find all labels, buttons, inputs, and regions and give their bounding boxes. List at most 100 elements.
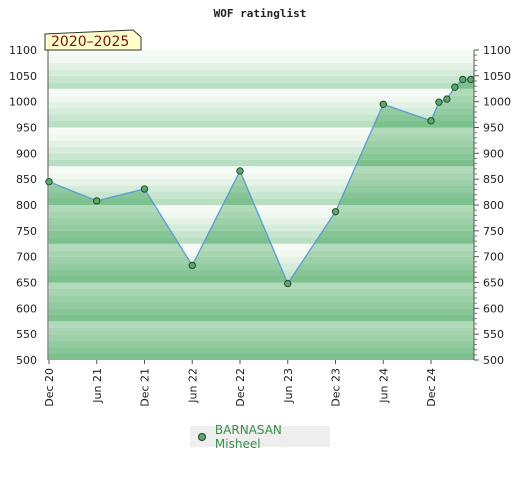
x-tick-label: Jun 24 [377,368,390,404]
y-tick-label-right: 500 [483,354,504,367]
y-tick-label-left: 1050 [9,70,37,83]
y-tick-label-right: 600 [483,302,504,315]
background-band [48,101,474,109]
area-band [49,269,474,277]
data-point [379,100,387,108]
period-label-box: 2020–2025 [44,29,142,51]
period-label: 2020–2025 [51,34,129,50]
area-band [49,301,474,309]
background-band [48,50,474,57]
area-band [49,347,474,354]
y-tick-label-right: 750 [483,225,504,238]
y-tick-label-left: 1100 [9,44,37,57]
area-band [49,314,474,322]
area-band [49,282,474,289]
data-point [443,95,451,103]
data-point [188,261,196,270]
area-band [49,295,474,302]
area-band [49,256,474,264]
data-point [459,75,467,84]
area-band [49,263,474,270]
y-tick-label-left: 750 [16,225,37,238]
area-band [49,288,474,296]
area-band [49,276,474,283]
background-band [48,69,474,76]
background-band [48,153,474,160]
x-tick-label: Jun 23 [282,368,295,404]
y-tick-label-left: 800 [16,199,37,212]
area-band [49,340,474,348]
x-tick-label: Dec 24 [425,368,438,407]
background-band [48,146,474,154]
area-band [49,334,474,341]
area-band [49,230,474,238]
area-band [49,243,474,251]
y-tick-label-right: 550 [483,328,504,341]
legend-marker [198,432,206,441]
x-tick-label: Jun 22 [186,368,199,404]
background-band [48,75,474,83]
background-band [48,108,474,115]
data-point [284,279,292,288]
data-point [331,208,340,216]
data-point [140,185,149,193]
y-tick-label-left: 700 [16,251,37,264]
data-point [451,83,459,91]
y-tick-label-right: 650 [483,277,504,290]
background-band [48,121,474,128]
y-tick-label-right: 850 [483,173,504,186]
background-band [48,140,474,147]
background-band [48,166,474,173]
y-tick-label-right: 950 [483,122,504,135]
x-tick-label: Dec 20 [43,368,56,407]
y-tick-label-left: 550 [16,328,37,341]
background-band [48,88,474,96]
background-band [48,192,474,199]
background-band [48,185,474,193]
y-tick-label-left: 950 [16,122,37,135]
background-band [48,62,474,70]
background-band [48,211,474,218]
background-band [48,179,474,186]
area-band [49,308,474,315]
background-band [48,159,474,167]
chart-title: WOF ratinglist [214,7,307,20]
background-band [48,205,474,212]
area-band [49,321,474,328]
y-tick-label-right: 700 [483,251,504,264]
background-band [48,56,474,63]
legend-series-name: BARNASAN Misheel [214,422,282,451]
y-tick-label-right: 800 [483,199,504,212]
area-band [49,224,474,231]
y-tick-label-left: 850 [16,173,37,186]
y-tick-label-right: 1050 [483,70,511,83]
background-band [48,82,474,89]
y-tick-label-left: 600 [16,302,37,315]
chart-axes: 500 500 550 550 600 600 650 650 700 700 750 750 800 8… [9,44,511,407]
x-tick-label: Dec 23 [330,368,343,407]
series-layer [45,75,475,288]
background-band [48,95,474,102]
data-point [467,75,475,84]
background-band [48,114,474,122]
y-tick-label-right: 900 [483,147,504,160]
y-tick-label-right: 1000 [483,96,511,109]
area-band [49,327,474,335]
data-point [435,98,443,106]
area-band [49,237,474,244]
data-point [45,178,53,186]
area-band [49,250,474,257]
background-band [48,198,474,205]
y-tick-label-left: 900 [16,147,37,160]
background-band [48,127,474,134]
background-band [48,172,474,180]
y-tick-label-right: 1100 [483,44,511,57]
chart-legend: BARNASAN Misheel [190,423,330,451]
data-point [236,167,244,175]
data-point [93,197,101,205]
y-tick-label-left: 650 [16,277,37,290]
x-tick-label: Dec 21 [139,368,152,407]
background-band [48,133,474,141]
area-band [49,353,474,360]
